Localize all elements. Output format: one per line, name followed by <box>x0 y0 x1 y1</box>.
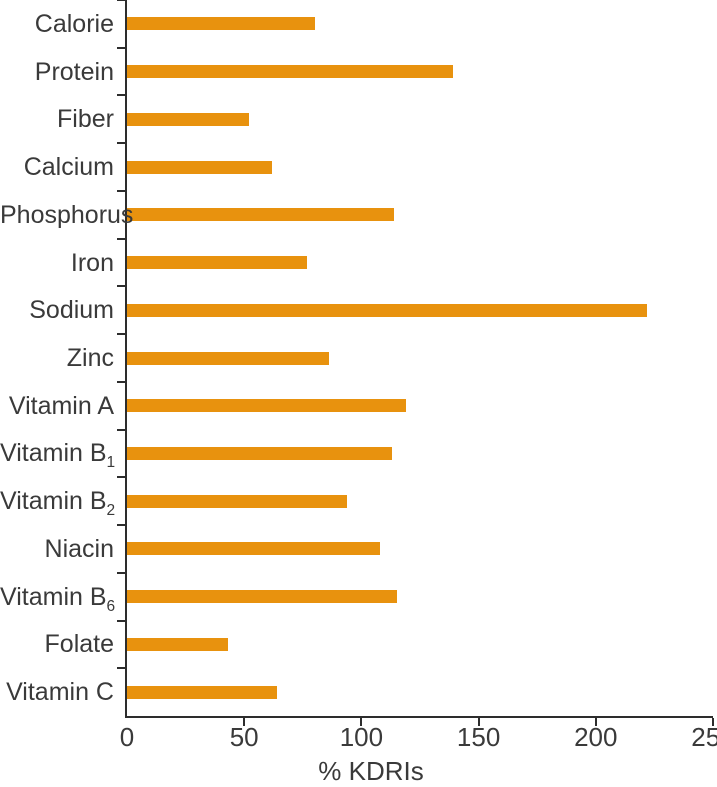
bar-vitamin-b-1 <box>127 446 392 460</box>
category-label-calorie: Calorie <box>34 9 114 38</box>
bar-vitamin-b-2 <box>127 494 348 508</box>
bar-sodium <box>127 303 648 317</box>
category-label-fiber: Fiber <box>57 105 114 134</box>
category-label-niacin: Niacin <box>44 534 114 563</box>
x-axis-tick <box>712 718 714 726</box>
x-axis-tick <box>477 718 480 726</box>
bar-iron <box>127 256 308 270</box>
y-axis-tick <box>117 189 125 192</box>
y-axis-tick <box>117 333 125 336</box>
category-label-calcium: Calcium <box>23 153 114 182</box>
subscript: 1 <box>106 454 116 472</box>
category-label-protein: Protein <box>34 57 114 86</box>
x-axis-tick <box>594 718 597 726</box>
x-axis-tick-label-0: 0 <box>119 722 135 752</box>
y-axis-tick <box>117 380 125 383</box>
x-axis-tick-label-150: 150 <box>456 722 501 752</box>
x-axis-tick <box>360 718 363 726</box>
subscript: 6 <box>106 597 116 615</box>
y-axis-tick <box>117 524 125 527</box>
bar-niacin <box>127 542 381 556</box>
y-axis-tick <box>117 476 125 479</box>
category-label-sodium: Sodium <box>29 296 114 325</box>
bar-fiber <box>127 112 249 126</box>
y-axis-tick <box>117 667 125 670</box>
bar-zinc <box>127 351 329 365</box>
y-axis-tick <box>117 142 125 145</box>
category-label-vitamin-a: Vitamin A <box>8 391 114 420</box>
category-label-vitamin-b-6: Vitamin B6 <box>0 582 116 615</box>
x-axis-tick-label-250: 250 <box>691 722 717 752</box>
category-label-zinc: Zinc <box>66 344 114 372</box>
bar-vitamin-b-6 <box>127 590 397 604</box>
y-axis-tick <box>117 285 125 288</box>
x-axis-tick <box>243 718 246 726</box>
bar-folate <box>127 637 228 651</box>
x-axis-tick-label-50: 50 <box>229 722 259 752</box>
category-label-vitamin-b-1: Vitamin B1 <box>0 439 116 472</box>
bar-calcium <box>127 160 273 174</box>
plot-area <box>117 0 714 726</box>
bar-protein <box>127 65 453 79</box>
bar-vitamin-c <box>127 685 278 699</box>
x-axis-label: % KDRIs <box>318 756 424 786</box>
category-label-iron: Iron <box>70 248 114 277</box>
bar-vitamin-a <box>127 399 406 413</box>
y-axis-tick <box>117 0 125 1</box>
subscript: 2 <box>106 502 116 520</box>
x-axis-tick-label-100: 100 <box>339 722 384 752</box>
category-label-folate: Folate <box>44 630 114 659</box>
bar-calorie <box>127 17 315 31</box>
y-axis-tick <box>117 94 125 97</box>
x-axis-tick-label-200: 200 <box>574 722 618 752</box>
y-axis-tick <box>117 619 125 622</box>
y-axis-tick <box>117 237 125 240</box>
y-axis-tick <box>117 46 125 49</box>
category-label-vitamin-b-2: Vitamin B2 <box>0 487 116 520</box>
y-axis-tick <box>117 571 125 574</box>
y-axis-tick <box>117 428 125 431</box>
bar-phosphorus <box>127 208 395 222</box>
category-label-vitamin-c: Vitamin C <box>6 678 114 707</box>
category-label-phosphorus: Phosphorus <box>0 200 134 229</box>
